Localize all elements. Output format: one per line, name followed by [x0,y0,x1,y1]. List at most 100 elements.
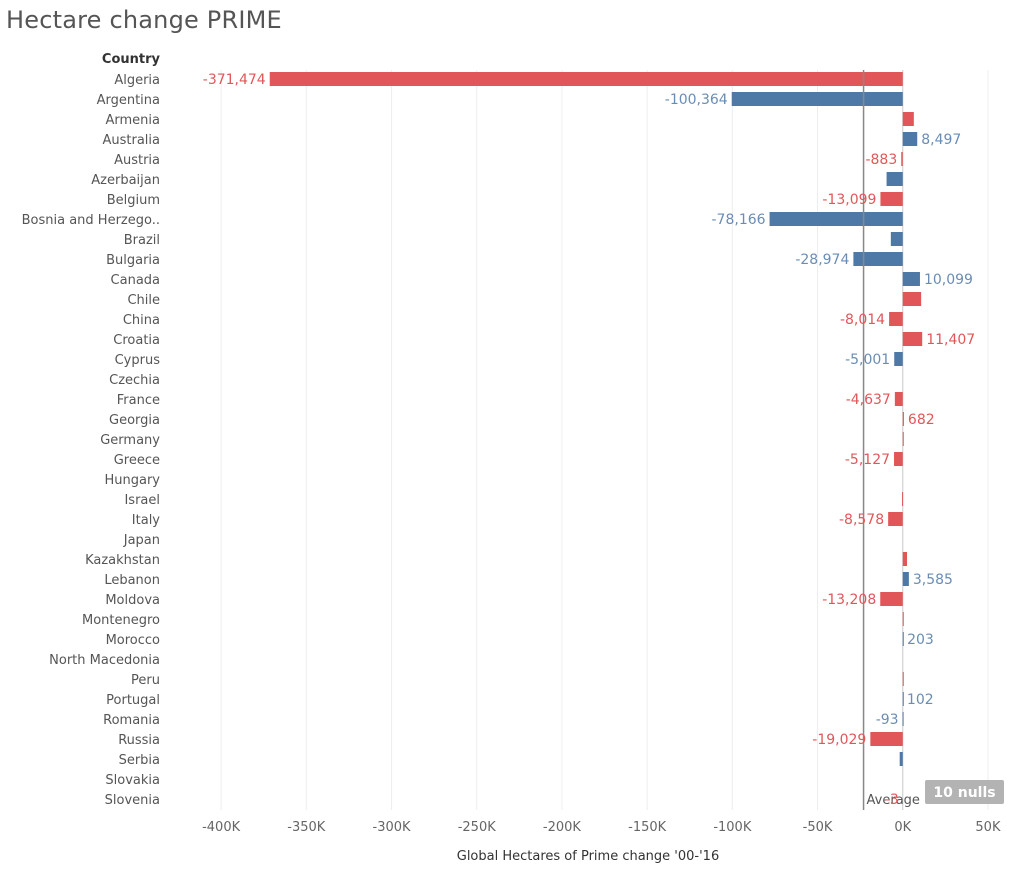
bar[interactable] [880,592,903,606]
category-label: Bulgaria [106,253,160,268]
category-label: Chile [127,293,160,308]
data-label: -5,001 [845,352,890,368]
category-label: France [117,393,160,408]
row-header-country: Country [102,52,161,67]
bar[interactable] [894,392,903,406]
data-label: -100,364 [665,92,728,108]
bar[interactable] [902,712,904,726]
bar[interactable] [902,332,923,346]
bar[interactable] [902,492,904,506]
x-tick-label: 0K [894,820,911,835]
category-label: Greece [114,453,160,468]
bar[interactable] [880,192,903,206]
category-label: Belgium [107,193,160,208]
data-label: -19,029 [812,732,866,748]
data-label: -4,637 [846,392,891,408]
bar[interactable] [889,312,903,326]
category-label: Serbia [119,753,160,768]
category-label: Slovakia [105,773,160,788]
x-tick-label: -150K [628,820,667,835]
bar[interactable] [902,572,909,586]
data-label: 682 [908,412,935,428]
category-label: Australia [102,133,160,148]
nulls-indicator[interactable]: 10 nulls [925,780,1004,804]
x-tick-label: -400K [202,820,241,835]
data-label: -3 [885,792,899,808]
category-label: Czechia [109,373,160,388]
average-line-label: Average [867,793,920,808]
data-label: -371,474 [203,72,266,88]
category-label: Lebanon [104,573,160,588]
bar[interactable] [899,752,903,766]
chart-title: Hectare change PRIME [6,6,282,34]
category-label: Argentina [97,93,160,108]
data-label: -8,578 [839,512,884,528]
category-label: Germany [100,433,160,448]
bar[interactable] [902,612,904,626]
x-tick-label: -250K [458,820,497,835]
bar[interactable] [902,672,904,686]
category-label: Georgia [109,413,160,428]
bar[interactable] [902,272,920,286]
average-reference-line: Average [862,70,920,810]
bar[interactable] [894,452,903,466]
bar[interactable] [269,72,903,86]
data-label: 11,407 [926,332,975,348]
category-label: Moldova [105,593,160,608]
x-axis: -400K -350K -300K -250K -200K -150K -100K -50K 0… [202,820,1001,835]
bar[interactable] [902,132,918,146]
category-label: Romania [103,713,160,728]
category-labels: Algeria -371,474 Argentina -100,364 Armenia A… [22,72,976,808]
bar[interactable] [902,552,908,566]
category-label: North Macedonia [49,653,160,668]
category-label: Bosnia and Herzego.. [22,213,160,228]
bar[interactable] [902,112,914,126]
data-label: -883 [865,152,897,168]
gridlines [220,70,989,810]
category-label: Austria [114,153,160,168]
bar[interactable] [901,152,903,166]
data-label: -8,014 [840,312,885,328]
bar[interactable] [902,432,904,446]
category-label: Slovenia [105,793,160,808]
data-label: -28,974 [795,252,849,268]
category-label: Brazil [124,233,160,248]
category-label: Croatia [113,333,160,348]
category-label: Portugal [106,693,160,708]
x-tick-label: -300K [373,820,412,835]
nulls-indicator-label: 10 nulls [933,785,995,801]
bar[interactable] [902,632,904,646]
bar[interactable] [902,692,904,706]
category-label: Cyprus [115,353,161,368]
data-label: 3,585 [913,572,953,588]
category-label: Algeria [114,73,160,88]
data-label: 8,497 [921,132,961,148]
bar[interactable] [769,212,903,226]
bar[interactable] [902,292,922,306]
x-tick-label: 50K [975,820,1001,835]
category-label: Montenegro [82,613,160,628]
bar[interactable] [894,352,903,366]
bar[interactable] [890,232,903,246]
bar[interactable] [853,252,903,266]
category-label: Italy [132,513,161,528]
bar[interactable] [886,172,903,186]
category-label: Canada [111,273,160,288]
category-label: Azerbaijan [91,173,160,188]
category-label: Israel [124,493,160,508]
bars [269,72,923,766]
category-label: Morocco [106,633,160,648]
data-label: -13,099 [822,192,876,208]
data-label: -93 [876,712,899,728]
category-label: Armenia [106,113,161,128]
data-label: -13,208 [822,592,876,608]
bar[interactable] [731,92,903,106]
bar[interactable] [902,412,904,426]
x-tick-label: -100K [713,820,752,835]
category-label: Kazakhstan [85,553,160,568]
bar[interactable] [888,512,903,526]
data-label: 102 [907,692,934,708]
category-label: Peru [131,673,160,688]
bar[interactable] [870,732,903,746]
